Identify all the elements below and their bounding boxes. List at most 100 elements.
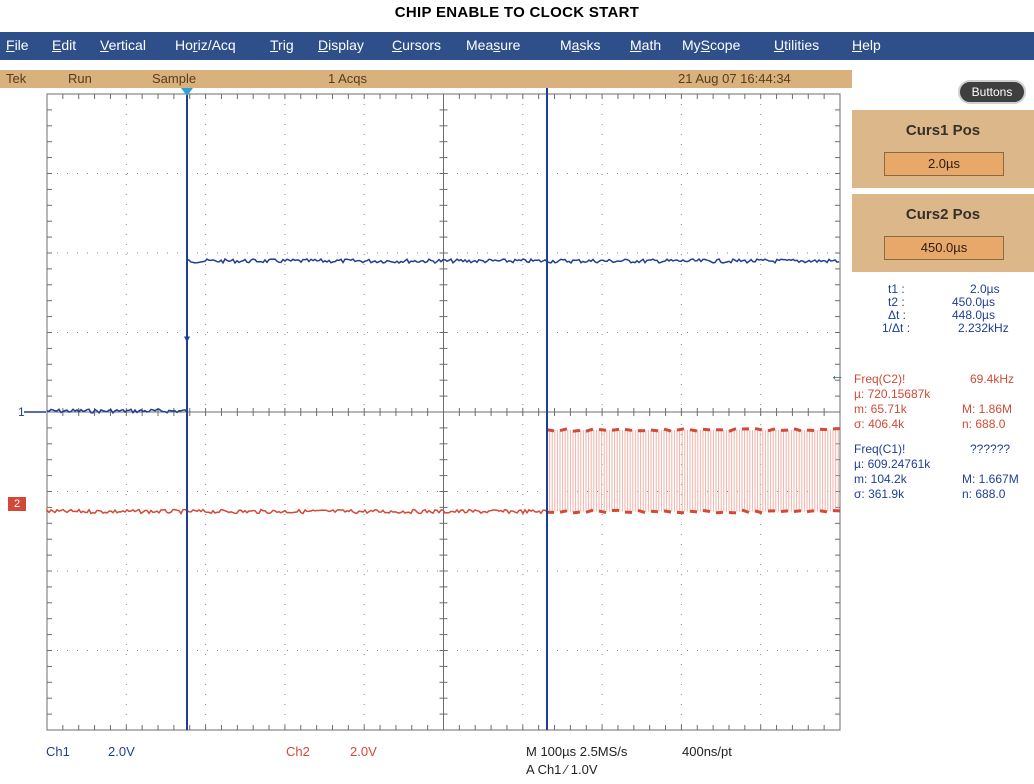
ch2-marker-arrow-icon (26, 507, 34, 516)
trigger-level-icon (184, 336, 190, 343)
meas-c1-max: M: 1.667M (962, 472, 1019, 486)
ch2-clock-high (572, 428, 581, 433)
run-status: Run (68, 71, 92, 86)
timebase-readout[interactable]: M 100µs 2.5MS/s (526, 744, 628, 759)
ch2-clock-high (546, 428, 555, 433)
ch2-clock-high (767, 427, 776, 433)
ch2-clock-high (702, 427, 711, 432)
ch2-clock-high (650, 428, 659, 433)
meas-c1-value: ?????? (970, 442, 1011, 456)
menu-bar: File Edit Vertical Horiz/Acq Trig Display Curs… (0, 32, 1034, 60)
acq-count: 1 Acqs (328, 71, 368, 86)
trigger-readout[interactable]: A Ch1 ⁄ 1.0V (526, 762, 598, 777)
buttons-button[interactable]: Buttons (958, 80, 1026, 104)
ch2-clock-high (598, 428, 607, 432)
ch2-clock-high (754, 427, 763, 432)
ch2-clock-high (585, 427, 594, 433)
menu-file[interactable]: File (6, 37, 29, 53)
ch2-clock-high (624, 427, 633, 432)
ch2-clock-high (559, 427, 568, 433)
ch2-clock-low (637, 508, 646, 515)
ch2-trace (46, 508, 548, 515)
meas-c1-min: m: 104.2k (854, 472, 907, 486)
menu-horizacq[interactable]: Horiz/Acq (175, 37, 236, 53)
ch2-clock-low (559, 509, 568, 514)
curs2-label: Curs2 Pos (905, 206, 981, 223)
menu-display[interactable]: Display (318, 37, 364, 53)
acq-mode: Sample (152, 71, 197, 86)
ch2-clock-low (663, 509, 672, 514)
ch2-clock-low (819, 509, 828, 514)
ch2-clock-low (754, 509, 763, 515)
menu-help[interactable]: Help (852, 37, 881, 53)
chart-title: CHIP ENABLE TO CLOCK START (394, 4, 640, 21)
ch1-marker[interactable]: 1 (18, 405, 25, 419)
menu-cursors[interactable]: Cursors (392, 37, 442, 53)
ch1-scale[interactable]: 2.0V (108, 744, 135, 759)
ch2-clock-low (793, 509, 802, 513)
meas-c2-name: Freq(C2)! (854, 372, 906, 386)
menu-measure[interactable]: Measure (466, 37, 521, 53)
menu-vertical[interactable]: Vertical (100, 37, 146, 53)
dt-value: 448.0µs (952, 308, 995, 322)
meas-c2-n: n: 688.0 (962, 417, 1006, 431)
t1-label: t1 : (888, 282, 905, 296)
inv-dt-label: 1/Δt : (882, 321, 911, 335)
bottom-readout: Ch1 2.0V Ch2 2.0V M 100µs 2.5MS/s 400ns/… (0, 738, 852, 784)
meas-c2-value: 69.4kHz (970, 372, 1015, 386)
menu-edit[interactable]: Edit (52, 37, 77, 53)
meas-c1-name: Freq(C1)! (854, 442, 906, 456)
ch1-label[interactable]: Ch1 (46, 744, 70, 759)
t2-value: 450.0µs (952, 295, 995, 309)
brand-label: Tek (6, 71, 27, 86)
ch2-marker[interactable]: 2 (8, 497, 26, 511)
meas-c2-min: m: 65.71k (854, 402, 907, 416)
menu-trig[interactable]: Trig (270, 37, 294, 53)
meas-c1-sigma: σ: 361.9k (854, 487, 905, 501)
waveform-canvas (24, 88, 841, 731)
inv-dt-value: 2.232kHz (958, 321, 1009, 335)
menu-masks[interactable]: Masks (560, 37, 601, 53)
ch2-clock-low (702, 509, 711, 513)
ch2-clock-high (728, 427, 737, 433)
menu-utilities[interactable]: Utilities (774, 37, 820, 53)
ch2-clock-low (689, 509, 698, 514)
meas-c2-max: M: 1.86M (962, 402, 1013, 416)
ch2-clock-low (715, 510, 724, 515)
t2-label: t2 : (888, 295, 905, 309)
record-rate: 400ns/pt (682, 744, 732, 759)
ch2-clock-high (663, 427, 672, 433)
curs2-box: Curs2 Pos 450.0µs (852, 194, 1034, 272)
curs1-value[interactable]: 2.0µs (884, 152, 1004, 176)
datetime-label: 21 Aug 07 16:44:34 (678, 71, 791, 86)
t1-value: 2.0µs (970, 282, 1000, 296)
ch2-clock-low (598, 509, 607, 515)
ch2-clock-low (780, 509, 789, 513)
curs1-label: Curs1 Pos (905, 122, 981, 139)
menu-math[interactable]: Math (630, 37, 662, 53)
ch2-clock-low (741, 508, 750, 514)
ch2-label[interactable]: Ch2 (286, 744, 310, 759)
waveform-display[interactable]: 1 2 (0, 88, 852, 738)
ch2-scale[interactable]: 2.0V (350, 744, 377, 759)
curs2-value[interactable]: 450.0µs (884, 236, 1004, 260)
ch2-clock-high (676, 427, 685, 432)
meas-c1-n: n: 688.0 (962, 487, 1006, 501)
status-bar: Tek Run Sample 1 Acqs 21 Aug 07 16:44:34 (0, 70, 852, 88)
dt-label: Δt : (888, 308, 907, 322)
ch2-clock-high (689, 428, 698, 433)
ch2-clock-high (611, 427, 620, 432)
ch2-clock-high (793, 427, 802, 433)
ch2-clock-low (806, 509, 815, 514)
meas-c1-mean: µ: 609.24761k (854, 457, 931, 471)
trigger-position-icon (181, 88, 193, 96)
menu-myscope[interactable]: MyScope (682, 37, 741, 53)
meas-c2-sigma: σ: 406.4k (854, 417, 905, 431)
right-panel: Buttons Curs1 Pos 2.0µs Curs2 Pos 450.0µ… (830, 70, 1034, 784)
meas-c2-mean: µ: 720.15687k (854, 387, 931, 401)
ch2-marker-arrow-icon: ← (830, 367, 844, 383)
ch2-clock-low (572, 510, 581, 515)
curs1-box: Curs1 Pos 2.0µs (852, 110, 1034, 188)
ch1-trace (46, 257, 840, 415)
ch2-clock-low (585, 508, 594, 514)
